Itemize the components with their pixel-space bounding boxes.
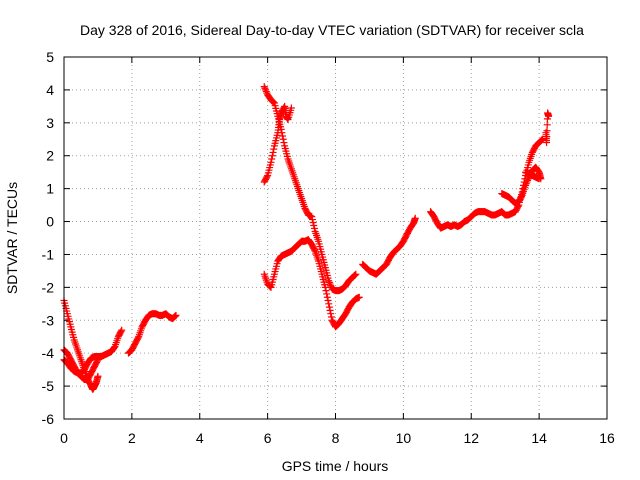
y-axis-label: SDTVAR / TECUs xyxy=(4,182,20,294)
data-point xyxy=(323,293,331,301)
data-point xyxy=(325,303,333,311)
data-point xyxy=(262,88,270,96)
x-tick-label: 10 xyxy=(396,430,412,446)
data-point xyxy=(522,181,530,189)
y-tick-label: 1 xyxy=(46,181,54,197)
data-point xyxy=(287,104,295,112)
x-axis-label: GPS time / hours xyxy=(282,458,389,474)
x-tick-label: 16 xyxy=(599,430,615,446)
data-point xyxy=(308,216,316,224)
data-point xyxy=(268,152,276,160)
y-tick-label: 2 xyxy=(46,148,54,164)
data-point xyxy=(262,86,270,94)
data-point xyxy=(267,158,275,166)
data-point xyxy=(171,313,179,321)
data-point xyxy=(538,136,546,144)
data-point xyxy=(270,98,278,106)
data-point xyxy=(310,224,318,232)
data-point xyxy=(411,214,419,222)
data-point xyxy=(325,277,333,285)
plot-frame xyxy=(63,56,608,420)
data-point xyxy=(543,121,551,129)
y-tick-label: -3 xyxy=(42,312,55,328)
data-point xyxy=(327,310,335,318)
data-point xyxy=(110,344,118,352)
y-tick-label: -2 xyxy=(42,279,55,295)
data-point xyxy=(171,312,179,320)
data-point xyxy=(134,334,142,342)
data-point xyxy=(261,84,269,92)
data-point xyxy=(352,270,360,278)
data-point xyxy=(323,290,331,298)
data-point xyxy=(543,139,551,147)
y-tick-label: 3 xyxy=(46,115,54,131)
data-point xyxy=(308,213,316,221)
data-point xyxy=(327,313,335,321)
y-tick-label: -5 xyxy=(42,378,55,394)
y-tick-label: -6 xyxy=(42,411,55,427)
data-point xyxy=(118,326,126,334)
data-point xyxy=(326,306,334,314)
data-point xyxy=(523,178,531,186)
data-point xyxy=(269,98,277,106)
data-point xyxy=(117,327,125,335)
data-point xyxy=(324,297,332,305)
x-tick-label: 6 xyxy=(264,430,272,446)
data-point xyxy=(277,125,285,133)
data-point xyxy=(278,129,286,137)
data-point xyxy=(355,293,363,301)
data-point xyxy=(268,155,276,163)
x-tick-label: 0 xyxy=(60,430,68,446)
data-point xyxy=(539,135,547,143)
data-point xyxy=(280,139,288,147)
data-point xyxy=(260,83,268,91)
data-point xyxy=(322,287,330,295)
y-tick-label: -4 xyxy=(42,345,55,361)
grid-lines xyxy=(64,57,607,419)
data-point xyxy=(263,173,271,181)
data-point xyxy=(524,176,532,184)
x-tick-label: 12 xyxy=(463,430,479,446)
x-tick-label: 14 xyxy=(531,430,547,446)
y-tick-label: 5 xyxy=(46,49,54,65)
data-point xyxy=(545,112,553,120)
chart-title: Day 328 of 2016, Sidereal Day-to-day VTE… xyxy=(80,22,584,38)
data-point xyxy=(279,135,287,143)
data-point xyxy=(172,311,180,319)
data-point xyxy=(325,300,333,308)
data-point xyxy=(522,180,530,188)
data-point xyxy=(321,283,329,291)
data-point xyxy=(270,145,278,153)
data-point xyxy=(535,175,543,183)
data-point xyxy=(327,282,335,290)
x-tick-label: 8 xyxy=(332,430,340,446)
data-point xyxy=(310,246,318,254)
data-point xyxy=(351,271,359,279)
data-point xyxy=(543,127,551,135)
data-point xyxy=(269,148,277,156)
data-point xyxy=(517,193,525,201)
x-tick-label: 4 xyxy=(196,430,204,446)
data-point xyxy=(310,221,318,229)
y-tick-label: -1 xyxy=(42,246,55,262)
data-point xyxy=(94,372,102,380)
data-marks xyxy=(60,83,553,393)
data-point xyxy=(309,219,317,227)
data-point xyxy=(326,280,334,288)
data-point xyxy=(279,132,287,140)
y-tick-label: 4 xyxy=(46,82,54,98)
y-tick-label: 0 xyxy=(46,214,54,230)
data-point xyxy=(543,133,551,141)
data-point xyxy=(351,272,359,280)
x-tick-label: 2 xyxy=(128,430,136,446)
